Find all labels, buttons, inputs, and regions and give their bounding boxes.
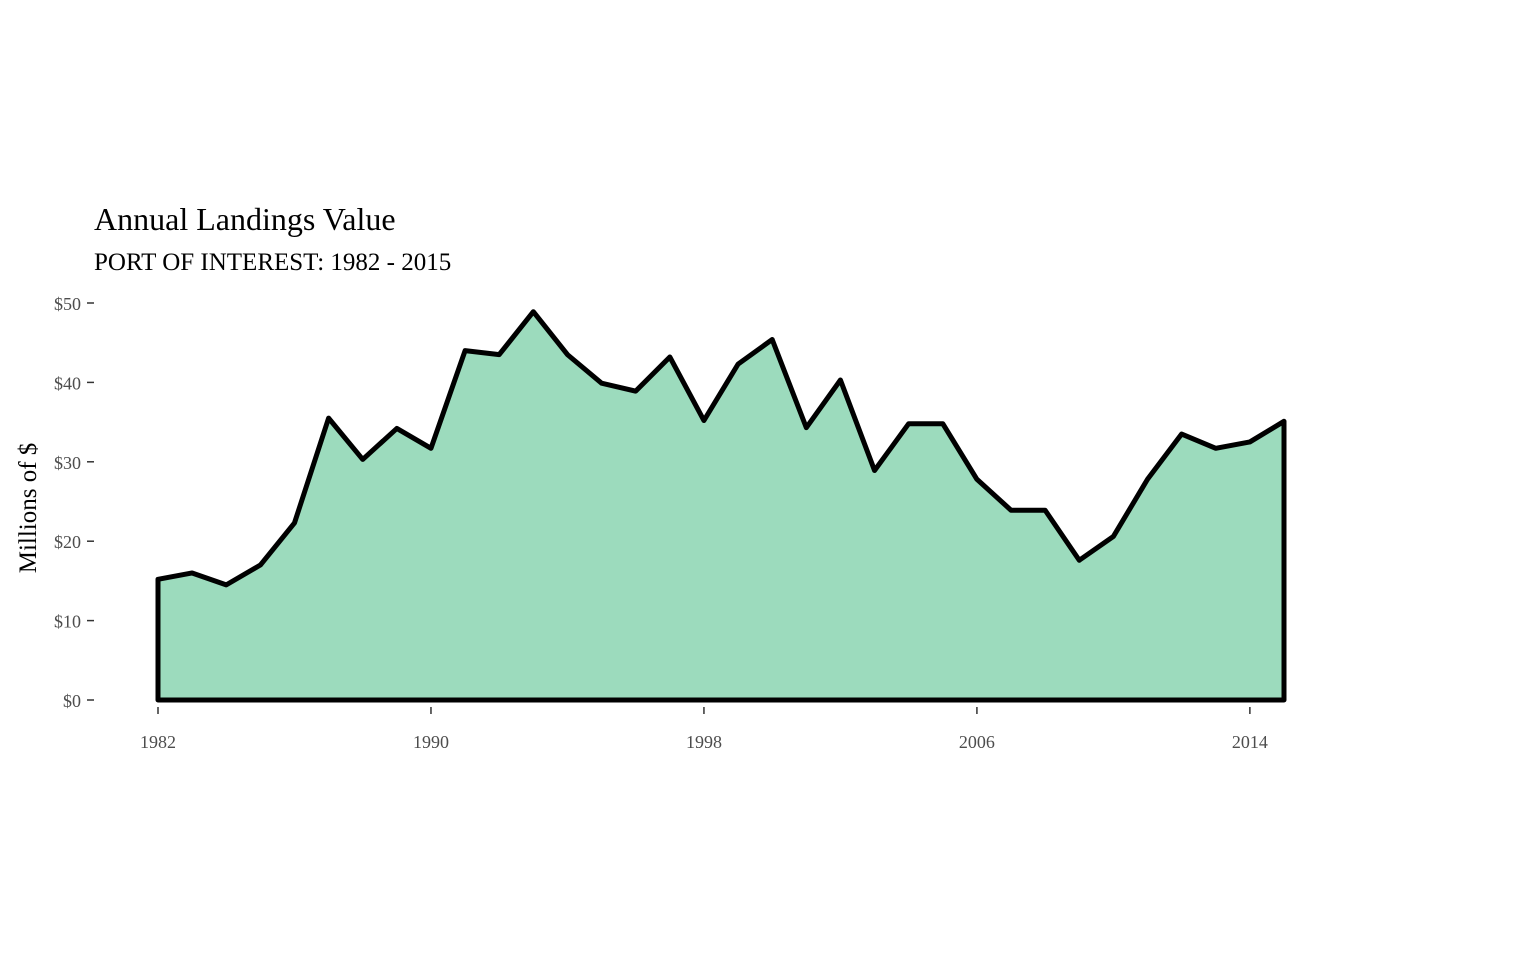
data-point-1985 <box>258 563 262 567</box>
data-point-1995 <box>600 381 604 385</box>
data-point-1988 <box>361 457 365 461</box>
x-tick-label: 2014 <box>1232 732 1268 752</box>
data-point-1989 <box>395 426 399 430</box>
data-point-2010 <box>1111 534 1115 538</box>
y-tick-label: $20 <box>54 532 81 552</box>
data-point-1993 <box>531 310 535 314</box>
data-point-1998 <box>702 419 706 423</box>
plot-area <box>155 309 1287 703</box>
data-point-1990 <box>429 446 433 450</box>
x-tick-label: 1998 <box>686 732 722 752</box>
x-tick-label: 2006 <box>959 732 995 752</box>
data-point-2000 <box>770 338 774 342</box>
y-axis: $0 $10 $20 $30 $40 $50 <box>54 294 94 711</box>
data-point-2013 <box>1214 446 1218 450</box>
data-point-1994 <box>565 353 569 357</box>
landings-area <box>155 309 1287 703</box>
y-tick-label: $0 <box>63 691 81 711</box>
data-point-2002 <box>838 378 842 382</box>
data-point-1983 <box>190 571 194 575</box>
chart-title: Annual Landings Value <box>94 201 396 237</box>
data-point-1999 <box>736 362 740 366</box>
data-point-1997 <box>668 355 672 359</box>
data-point-2004 <box>907 422 911 426</box>
data-point-1986 <box>292 521 296 525</box>
data-point-1996 <box>634 389 638 393</box>
data-point-1984 <box>224 583 228 587</box>
data-point-2009 <box>1077 558 1081 562</box>
data-point-2007 <box>1009 508 1013 512</box>
data-point-1992 <box>497 353 501 357</box>
data-point-2011 <box>1146 477 1150 481</box>
data-point-2006 <box>975 477 979 481</box>
y-tick-label: $40 <box>54 373 81 393</box>
data-point-2008 <box>1043 508 1047 512</box>
x-axis: 1982 1990 1998 2006 2014 <box>140 707 1268 752</box>
y-axis-title: Millions of $ <box>15 443 42 574</box>
data-point-1991 <box>463 349 467 353</box>
data-point-2005 <box>941 422 945 426</box>
data-point-2003 <box>873 469 877 473</box>
chart-subtitle: PORT OF INTEREST: 1982 - 2015 <box>94 249 451 276</box>
y-tick-label: $50 <box>54 294 81 314</box>
x-tick-label: 1982 <box>140 732 176 752</box>
data-point-2015 <box>1282 419 1286 423</box>
data-point-2001 <box>804 426 808 430</box>
data-point-1987 <box>327 416 331 420</box>
data-point-1982 <box>156 577 160 581</box>
x-tick-label: 1990 <box>413 732 449 752</box>
data-point-2012 <box>1180 432 1184 436</box>
y-tick-label: $30 <box>54 453 81 473</box>
y-tick-label: $10 <box>54 612 81 632</box>
data-point-2014 <box>1248 440 1252 444</box>
